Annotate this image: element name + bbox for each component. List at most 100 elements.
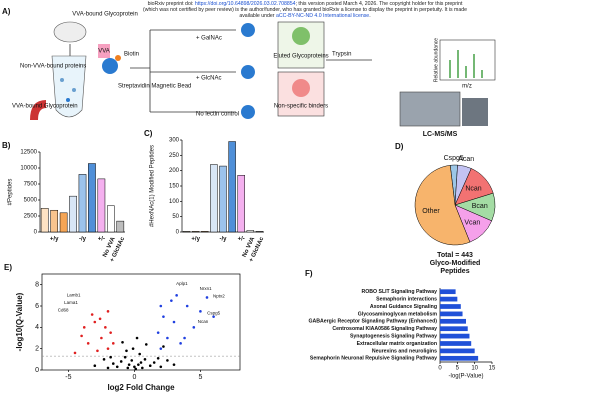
protein [72, 88, 76, 92]
bar [191, 231, 200, 233]
point [166, 359, 169, 362]
y-tick-label: 0 [35, 367, 39, 374]
slice-label: Acan [458, 156, 474, 163]
bead [241, 23, 255, 37]
y-tick-label: 10000 [20, 166, 37, 172]
diagram-label: + GalNAc [196, 36, 222, 42]
point [156, 331, 160, 334]
y-tick-label: 6 [35, 303, 39, 310]
point [148, 364, 152, 368]
header-text: bioRxiv preprint doi: [147, 1, 195, 7]
header-text: . [369, 13, 371, 19]
point [152, 361, 156, 364]
instrument [462, 98, 488, 126]
point [106, 347, 110, 350]
point [192, 326, 196, 329]
doi-link[interactable]: https://doi.org/10.64898/2026.03.02.7088… [194, 1, 296, 7]
license-link[interactable]: aCC-BY-NC-ND 4.0 International license [275, 13, 370, 19]
x-tick-label: 15 [489, 366, 496, 372]
point [135, 336, 139, 340]
header-text: available under [239, 13, 276, 19]
bar [440, 318, 466, 324]
y-tick-label: 7500 [24, 182, 38, 188]
pie-title: Peptides [440, 268, 469, 275]
bar [88, 163, 96, 233]
bar [210, 164, 218, 233]
annotation: Cd68 [58, 307, 69, 312]
point [183, 336, 186, 340]
point [115, 365, 119, 369]
y-tick-label: 2500 [24, 214, 38, 220]
annotation: Nrxn1 [200, 286, 213, 291]
x-tick-label: 0 [438, 366, 442, 372]
slice-label: Ncan [465, 185, 481, 192]
bar [97, 178, 106, 233]
diagram-label: Relative abundance [433, 38, 439, 82]
panel-label: E) [4, 263, 12, 272]
bar [219, 165, 227, 233]
diagram-label: LC-MS/MS [423, 131, 458, 138]
y-tick-label: 300 [169, 138, 180, 144]
point [109, 331, 112, 334]
x-tick-label: 5 [198, 374, 202, 381]
panel-label: F) [305, 269, 313, 278]
bar [440, 289, 456, 295]
panel-label: D) [395, 142, 404, 151]
point [166, 336, 169, 340]
bar [106, 205, 115, 233]
y-tick-label: Extracellular matrix organization [357, 341, 437, 347]
panel-label: B) [2, 141, 11, 150]
x-tick-label: 10 [471, 366, 478, 372]
point [162, 345, 165, 348]
point [144, 343, 148, 346]
y-tick-label: 12500 [20, 150, 37, 156]
point [139, 361, 143, 364]
point [119, 360, 123, 363]
bead [241, 65, 255, 79]
point [111, 342, 115, 345]
point [156, 356, 160, 360]
point [126, 366, 130, 370]
spectrum-box [439, 39, 496, 81]
diagram-label: Biotin [124, 52, 139, 58]
bar [50, 209, 59, 233]
y-tick-label: 8 [35, 282, 39, 289]
y-tick-label: 4 [35, 324, 39, 331]
y-tick-label: Glycosaminoglycan metabolism [358, 311, 438, 317]
annotation: Cspg5 [207, 311, 221, 316]
spectrum-peaks [449, 50, 483, 78]
bar [182, 231, 191, 233]
point [141, 366, 144, 370]
bar [255, 231, 264, 233]
point [185, 304, 189, 308]
point [159, 365, 163, 369]
point [131, 347, 135, 350]
glycoprotein-icon [292, 27, 310, 45]
slice-label: Vcan [464, 220, 480, 227]
point [137, 363, 140, 366]
vva-icon [98, 44, 110, 58]
y-tick-label: 5000 [24, 198, 38, 204]
point [123, 355, 127, 359]
annotation: Lama1 [64, 300, 78, 305]
annotation: Lamb1 [67, 293, 81, 298]
x-tick-label: +/y [50, 237, 59, 243]
x-tick-label: +/- [238, 237, 245, 243]
y-tick-label: Axonal Guidance Signaling [370, 304, 437, 310]
diagram-label: VVA-bound Glycoprotein [72, 12, 138, 18]
x-tick-label: -/y [79, 237, 87, 243]
x-tick-label: +/y [191, 237, 200, 243]
point [159, 304, 163, 308]
bar [440, 355, 479, 361]
point [170, 299, 173, 302]
y-tick-label: Synaptogenesis Signaling Pathway [350, 333, 437, 339]
diagram-label: VVA-bound Glycoprotein [12, 104, 78, 110]
bar [440, 304, 461, 309]
point [212, 315, 215, 318]
header: bioRxiv preprint doi: https://doi.org/10… [110, 1, 500, 19]
bar [237, 175, 245, 233]
bar [440, 326, 468, 332]
y-axis-label: -log10(Q-Value) [15, 292, 24, 351]
bar [59, 212, 68, 233]
